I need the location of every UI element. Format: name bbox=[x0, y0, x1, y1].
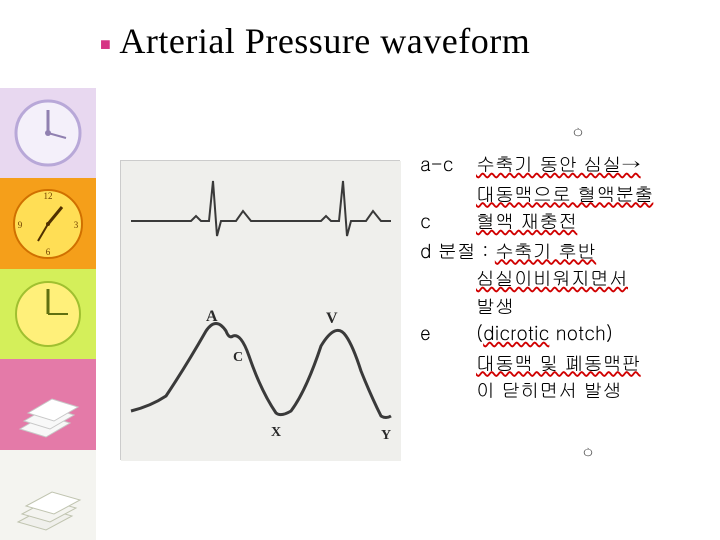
desc-text: 발생 bbox=[476, 292, 710, 320]
svg-text:12: 12 bbox=[44, 191, 53, 201]
page-title: ■ Arterial Pressure waveform bbox=[100, 20, 530, 62]
waveform-figure: A V C X Y bbox=[120, 160, 400, 460]
desc-row-d: d 분절 : 수축기 후반 bbox=[420, 237, 710, 265]
wave-label-A: A bbox=[206, 308, 218, 325]
desc-text: (dicrotic notch) bbox=[476, 319, 710, 347]
strip-image-2: 12 3 6 9 bbox=[0, 178, 96, 268]
desc-text: 이 닫히면서 발생 bbox=[476, 376, 710, 404]
slide: 12 3 6 9 bbox=[0, 0, 720, 540]
strip-image-5 bbox=[0, 450, 96, 540]
strip-image-3 bbox=[0, 269, 96, 359]
desc-text: 혈액 재충전 bbox=[476, 207, 710, 235]
desc-row-c: c 혈액 재충전 bbox=[420, 207, 710, 235]
left-image-strip: 12 3 6 9 bbox=[0, 88, 96, 540]
desc-key: c bbox=[420, 207, 476, 235]
desc-text: 대동맥 및 폐동맥판 bbox=[476, 349, 710, 377]
title-text: Arterial Pressure waveform bbox=[119, 21, 530, 61]
wave-label-Y: Y bbox=[381, 428, 391, 443]
wave-label-V: V bbox=[326, 310, 338, 327]
strip-image-4 bbox=[0, 359, 96, 449]
title-bullet-icon: ■ bbox=[100, 34, 111, 54]
desc-text: 수축기 동안 심실→ bbox=[476, 150, 710, 178]
desc-key: a-c bbox=[420, 150, 476, 178]
desc-key: d 분절 : bbox=[420, 237, 489, 264]
wave-label-C: C bbox=[233, 350, 243, 365]
marker-bottom: ㅇ bbox=[580, 440, 596, 463]
description-block: a-c 수축기 동안 심실→ 대동맥으로 혈액분출 c 혈액 재충전 d 분절 … bbox=[420, 150, 710, 404]
strip-image-1 bbox=[0, 88, 96, 178]
svg-text:9: 9 bbox=[18, 220, 23, 230]
desc-text: 심실이비워지면서 bbox=[476, 264, 710, 292]
desc-text: 수축기 후반 bbox=[495, 237, 596, 264]
wave-label-X: X bbox=[271, 425, 281, 440]
desc-key: e bbox=[420, 319, 476, 347]
svg-text:3: 3 bbox=[74, 220, 79, 230]
desc-row-ac: a-c 수축기 동안 심실→ bbox=[420, 150, 710, 178]
desc-row-e: e (dicrotic notch) bbox=[420, 319, 710, 347]
svg-text:6: 6 bbox=[46, 247, 51, 257]
desc-text: 대동맥으로 혈액분출 bbox=[476, 180, 710, 208]
marker-top: ㅇ bbox=[570, 120, 586, 143]
